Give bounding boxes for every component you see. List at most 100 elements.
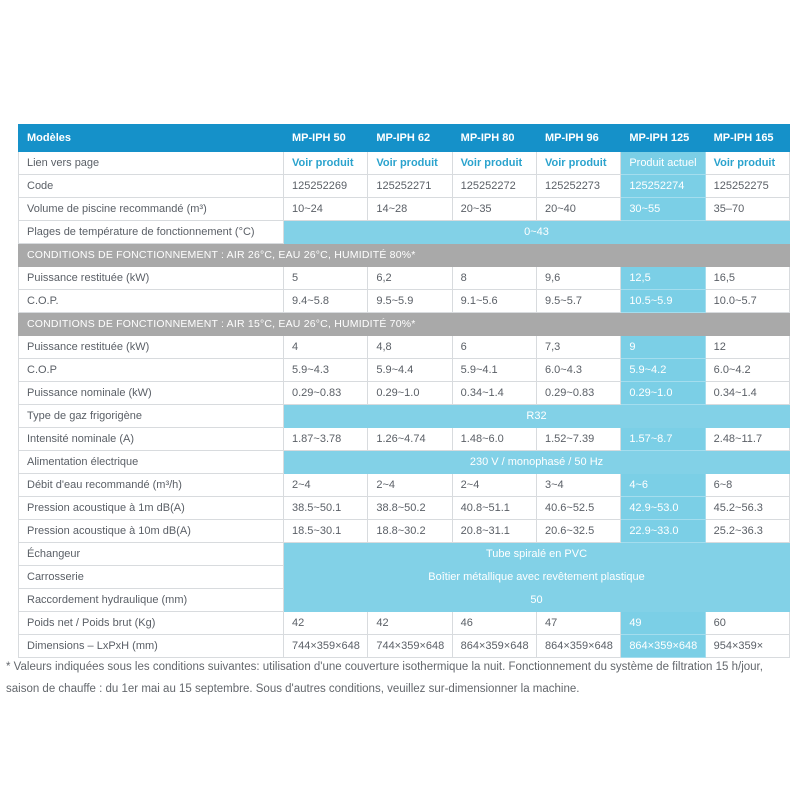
- voir-produit-link[interactable]: Voir produit: [544, 156, 607, 169]
- row-label: Lien vers page: [18, 151, 284, 175]
- table-row: Puissance nominale (kW) 0.29~0.83 0.29~1.0…: [18, 381, 791, 405]
- spec-value: 20~40: [535, 197, 622, 221]
- spec-value: 45.2~56.3: [704, 496, 791, 520]
- row-label: Plages de température de fonctionnement …: [18, 220, 284, 244]
- table-row: Puissance restituée (kW) 4 4,8 6 7,3 9 12: [18, 335, 791, 359]
- table-row: CONDITIONS DE FONCTIONNEMENT : AIR 26°C,…: [18, 243, 790, 267]
- row-label: Puissance nominale (kW): [18, 381, 284, 405]
- row-label: Carrosserie: [18, 565, 284, 589]
- spec-value: 1.52~7.39: [535, 427, 622, 451]
- table-row: Pression acoustique à 1m dB(A) 38.5~50.1 3…: [18, 496, 791, 520]
- spec-value: 0.29~0.83: [282, 381, 369, 405]
- spec-value: 125252272: [451, 174, 537, 198]
- spec-value: 0.29~0.83: [535, 381, 622, 405]
- spec-value: 49: [620, 611, 706, 635]
- link-cell[interactable]: Voir produit: [704, 151, 791, 175]
- row-label: Intensité nominale (A): [18, 427, 284, 451]
- spec-value: 2~4: [282, 473, 369, 497]
- table-row: Lien vers page Voir produit Voir produit Vo…: [18, 151, 791, 175]
- row-label: Raccordement hydraulique (mm): [18, 588, 284, 612]
- row-label: Pression acoustique à 1m dB(A): [18, 496, 284, 520]
- spec-value-all-models: Boîtier métallique avec revêtement plast…: [283, 565, 790, 589]
- spec-value: 25.2~36.3: [704, 519, 791, 543]
- spec-value: 18.5~30.1: [282, 519, 369, 543]
- spec-value: 4: [282, 335, 369, 359]
- spec-value: 12: [704, 335, 791, 359]
- column-header-mp-iph-96: MP-IPH 96: [535, 124, 622, 152]
- spec-value: 47: [535, 611, 622, 635]
- voir-produit-link[interactable]: Voir produit: [713, 156, 776, 169]
- row-label: C.O.P: [18, 358, 284, 382]
- spec-value: 125252275: [704, 174, 791, 198]
- row-label: Type de gaz frigorigène: [18, 404, 284, 428]
- row-label: Dimensions – LxPxH (mm): [18, 634, 284, 658]
- table-row: Alimentation électrique 230 V / monophasé…: [18, 450, 790, 474]
- spec-value-all-models: 50: [283, 588, 790, 612]
- spec-value: 9,6: [535, 266, 622, 290]
- table-row: Débit d'eau recommandé (m³/h) 2~4 2~4 2~4 3~…: [18, 473, 791, 497]
- spec-value: 6.0~4.2: [704, 358, 791, 382]
- spec-value: 6.0~4.3: [535, 358, 622, 382]
- spec-value: 2.48~11.7: [704, 427, 791, 451]
- spec-value: 10.0~5.7: [704, 289, 791, 313]
- spec-value: 0.34~1.4: [451, 381, 537, 405]
- table-row: Pression acoustique à 10m dB(A) 18.5~30.1…: [18, 519, 791, 543]
- row-label: Puissance restituée (kW): [18, 335, 284, 359]
- spec-value: 42: [282, 611, 369, 635]
- row-label: Code: [18, 174, 284, 198]
- spec-value: 22.9~33.0: [620, 519, 706, 543]
- spec-value: 5.9~4.2: [620, 358, 706, 382]
- spec-value: 3~4: [535, 473, 622, 497]
- spec-value: 1.87~3.78: [282, 427, 369, 451]
- voir-produit-link[interactable]: Voir produit: [460, 156, 523, 169]
- spec-value: 40.8~51.1: [451, 496, 537, 520]
- column-header-mp-iph-62: MP-IPH 62: [367, 124, 453, 152]
- spec-value: 864×359×648: [535, 634, 622, 658]
- table-row: Code 125252269 125252271 125252272 125252273…: [18, 174, 791, 198]
- voir-produit-link[interactable]: Voir produit: [292, 156, 354, 169]
- table-row: Dimensions – LxPxH (mm) 744×359×648 744×35…: [18, 634, 791, 658]
- spec-value-all-models: 230 V / monophasé / 50 Hz: [283, 450, 790, 474]
- spec-value: 60: [704, 611, 791, 635]
- link-cell[interactable]: Voir produit: [451, 151, 537, 175]
- spec-value: 46: [451, 611, 537, 635]
- voir-produit-link[interactable]: Voir produit: [376, 156, 438, 169]
- link-cell[interactable]: Voir produit: [282, 151, 369, 175]
- link-cell[interactable]: Voir produit: [367, 151, 453, 175]
- spec-value: 4~6: [620, 473, 706, 497]
- table-row: Échangeur Tube spiralé en PVC: [18, 542, 790, 566]
- table-row: Carrosserie Boîtier métallique avec revêt…: [18, 565, 790, 589]
- spec-value: 1.26~4.74: [367, 427, 453, 451]
- spec-value: 9.4~5.8: [282, 289, 369, 313]
- spec-value: 1.48~6.0: [451, 427, 537, 451]
- column-header-mp-iph-50: MP-IPH 50: [282, 124, 369, 152]
- spec-value: 125252269: [282, 174, 369, 198]
- link-cell[interactable]: Voir produit: [535, 151, 622, 175]
- table-row: Poids net / Poids brut (Kg) 42 42 46 47 49 60: [18, 611, 791, 635]
- spec-value: 16,5: [704, 266, 791, 290]
- spec-value: 0.34~1.4: [704, 381, 791, 405]
- spec-value: 7,3: [535, 335, 622, 359]
- spec-value: 125252273: [535, 174, 622, 198]
- spec-table-container: Modèles MP-IPH 50 MP-IPH 62 MP-IPH 80 MP-IPH…: [18, 124, 791, 658]
- spec-value: 35–70: [704, 197, 791, 221]
- table-row: Raccordement hydraulique (mm) 50: [18, 588, 790, 612]
- spec-value: 9: [620, 335, 706, 359]
- spec-value: 6: [451, 335, 537, 359]
- product-spec-table: Modèles MP-IPH 50 MP-IPH 62 MP-IPH 80 MP-IPH…: [18, 124, 791, 658]
- row-label: Poids net / Poids brut (Kg): [18, 611, 284, 635]
- footnote: * Valeurs indiquées sous les conditions …: [6, 660, 763, 695]
- section-header: CONDITIONS DE FONCTIONNEMENT : AIR 26°C,…: [18, 243, 790, 267]
- row-label: Puissance restituée (kW): [18, 266, 284, 290]
- table-row: Plages de température de fonctionnement …: [18, 220, 790, 244]
- table-row: Puissance restituée (kW) 5 6,2 8 9,6 12,5 16,5: [18, 266, 791, 290]
- table-row: C.O.P 5.9~4.3 5.9~4.4 5.9~4.1 6.0~4.3 5.9~4.2…: [18, 358, 791, 382]
- spec-value: 5.9~4.4: [367, 358, 453, 382]
- spec-value: 40.6~52.5: [535, 496, 622, 520]
- spec-value: 9.5~5.9: [367, 289, 453, 313]
- spec-value: 9.1~5.6: [451, 289, 537, 313]
- spec-value: 10.5~5.9: [620, 289, 706, 313]
- row-label: Débit d'eau recommandé (m³/h): [18, 473, 284, 497]
- row-label: C.O.P.: [18, 289, 284, 313]
- spec-value: 864×359×648: [451, 634, 537, 658]
